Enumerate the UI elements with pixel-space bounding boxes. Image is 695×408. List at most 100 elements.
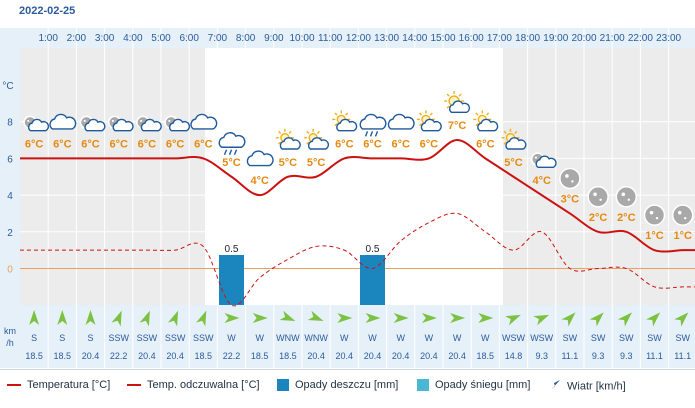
y-tick-label: 0 (7, 265, 13, 276)
night-shade-evening (503, 48, 695, 305)
sun-ray (419, 112, 423, 116)
sun-ray (334, 123, 338, 127)
cloud-shape (246, 150, 274, 167)
cloud-shape (359, 113, 387, 130)
temp-value-label: 2°C (617, 212, 636, 224)
rain-drop (374, 131, 379, 137)
night-partly-cloudy-icon (164, 115, 191, 132)
night-clear-icon (587, 186, 609, 208)
hour-label: 18:00 (515, 33, 540, 44)
cloud-shape (112, 118, 134, 132)
rain-value-label: 0.5 (366, 244, 380, 255)
wind-speed-label: 18.5 (25, 351, 43, 361)
moon-crater (593, 192, 597, 197)
cloud-shape (449, 100, 471, 113)
wind-speed-label: 20.4 (307, 351, 325, 361)
wind-arrow-shape (365, 313, 381, 323)
night-clear-icon (559, 167, 581, 190)
wind-unit-label: /h (6, 338, 14, 348)
hour-label: 6:00 (179, 33, 199, 44)
rain-drop (233, 149, 238, 156)
temp-value-label: 6°C (420, 138, 439, 150)
night-partly-cloudy-icon (107, 115, 134, 132)
hour-label: 23:00 (656, 33, 681, 44)
temp-value-label: 6°C (335, 138, 354, 150)
wind-arrow-shape (421, 313, 437, 323)
wind-arrow-icon (196, 310, 207, 327)
wind-speed-label: 20.4 (82, 351, 100, 361)
cloud-shape (84, 118, 106, 132)
sun-ray (446, 105, 450, 109)
partly-sunny-icon (304, 128, 330, 150)
wind-arrow-icon (337, 313, 353, 323)
wind-speed-label: 20.4 (166, 351, 184, 361)
wind-direction-label: W (227, 333, 236, 343)
hour-label: 13:00 (374, 33, 399, 44)
sun-ray (446, 93, 450, 97)
wind-direction-label: SW (619, 333, 634, 343)
wind-speed-label: 20.4 (336, 351, 354, 361)
sunny-partly-cloudy-icon (444, 91, 471, 113)
wind-arrow-icon (393, 313, 409, 323)
legend-temperature-swatch (7, 384, 21, 387)
rain-drop (364, 131, 369, 137)
wind-arrow-shape (279, 310, 296, 321)
hour-label: 1:00 (38, 33, 58, 44)
wind-arrow-icon (139, 310, 150, 327)
wind-speed-label: 20.4 (364, 351, 382, 361)
wind-speed-label: 18.5 (477, 351, 495, 361)
rain-bar (219, 255, 244, 305)
temp-value-label: 6°C (194, 138, 213, 150)
wind-arrow-icon (589, 312, 604, 327)
wind-arrow-shape (224, 313, 240, 323)
temp-value-label: 5°C (222, 157, 241, 169)
wind-direction-label: WSW (530, 333, 553, 343)
wind-speed-label: 14.8 (505, 351, 523, 361)
wind-direction-label: SW (675, 333, 690, 343)
temp-value-label: 6°C (109, 138, 128, 150)
wind-speed-label: 9.3 (535, 351, 548, 361)
wind-arrow-shape (252, 313, 268, 323)
moon-disc (559, 167, 581, 190)
cloud-shape (218, 132, 246, 148)
legend-feels-like: Temp. odczuwalna [°C] (127, 379, 260, 391)
cloud-shape (169, 118, 191, 132)
moon-disc (615, 186, 638, 208)
temp-value-label: 5°C (279, 157, 298, 169)
cloud-shape (505, 137, 527, 150)
moon-crater (27, 119, 30, 122)
temp-value-label: 6°C (53, 138, 72, 150)
legend-wind: Wiatr [km/h] (549, 379, 626, 394)
moon-crater (111, 119, 114, 122)
temp-value-label: 7°C (448, 120, 467, 132)
cloudy-icon (49, 113, 77, 130)
moon-crater (677, 210, 682, 215)
hour-label: 11:00 (318, 33, 343, 44)
wind-arrow-icon (617, 312, 632, 327)
legend-feels-like-label: Temp. odczuwalna [°C] (147, 379, 260, 391)
sun-ray (503, 141, 507, 145)
hour-label: 20:00 (571, 33, 596, 44)
wind-unit-label: km (4, 326, 16, 336)
wind-direction-label: SW (647, 333, 662, 343)
hour-label: 7:00 (208, 33, 228, 44)
wind-arrow-icon (505, 314, 521, 326)
hour-label: 9:00 (264, 33, 284, 44)
moon-disc (671, 204, 694, 226)
wind-speed-label: 11.1 (561, 351, 578, 361)
wind-arrow-icon (421, 313, 437, 323)
cloud-shape (336, 118, 358, 132)
wind-direction-label: W (481, 333, 490, 343)
legend-rain-label: Opady deszczu [mm] (295, 379, 399, 391)
rain-drop (369, 131, 374, 137)
wind-speed-label: 9.3 (592, 351, 605, 361)
wind-arrow-icon (57, 310, 68, 325)
hour-label: 15:00 (430, 33, 455, 44)
sun-ray (503, 130, 507, 135)
sun-ray (429, 112, 433, 116)
wind-arrow-icon (365, 313, 381, 323)
temp-value-label: 6°C (25, 138, 44, 150)
night-partly-cloudy-icon (530, 152, 557, 169)
wind-arrow-icon (561, 312, 576, 327)
wind-speed-label: 20.4 (392, 351, 410, 361)
